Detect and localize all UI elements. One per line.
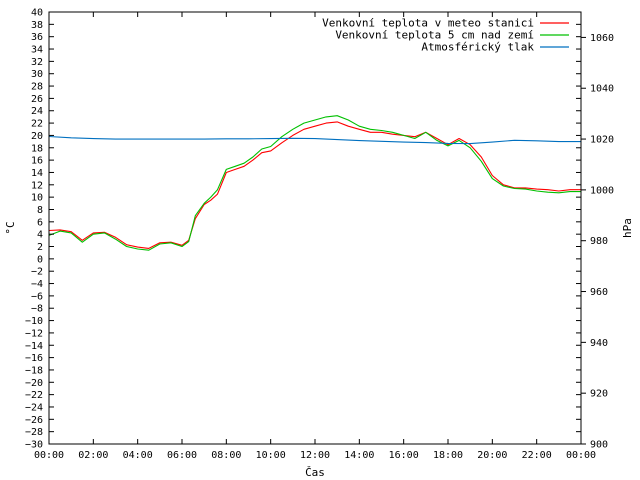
y-left-tick-label: 20 — [31, 131, 43, 142]
y-left-tick-label: 10 — [31, 193, 43, 204]
y-right-tick-label: 1020 — [590, 135, 614, 146]
y-left-tick-label: 6 — [37, 217, 43, 228]
ticks-layer: 4038363432302826242220181614121086420−2−… — [25, 8, 614, 462]
x-tick-label: 12:00 — [300, 450, 330, 461]
y-right-tick-label: 1060 — [590, 33, 614, 44]
y-left-tick-label: 16 — [31, 156, 43, 167]
legend: Venkovní teplota v meteo staniciVenkovní… — [322, 17, 569, 54]
y-left-tick-label: 40 — [31, 8, 43, 19]
y-left-tick-label: −8 — [31, 304, 43, 315]
y-left-tick-label: 4 — [37, 230, 43, 241]
y-right-tick-label: 960 — [590, 287, 608, 298]
series-line-2 — [48, 135, 581, 145]
series-layer — [48, 115, 581, 251]
y-left-tick-label: 28 — [31, 82, 43, 93]
y-axis-left-label: °C — [4, 221, 17, 234]
y-left-tick-label: 14 — [31, 168, 43, 179]
y-right-tick-label: 980 — [590, 236, 608, 247]
y-left-tick-label: −4 — [31, 279, 43, 290]
y-left-tick-label: 26 — [31, 94, 43, 105]
y-left-tick-label: −28 — [25, 427, 43, 438]
y-left-tick-label: −6 — [31, 291, 43, 302]
x-tick-label: 22:00 — [522, 450, 552, 461]
y-left-tick-label: 34 — [31, 45, 43, 56]
legend-label-1: Venkovní teplota 5 cm nad zemí — [335, 29, 534, 42]
y-right-tick-label: 900 — [590, 440, 608, 451]
x-tick-label: 14:00 — [344, 450, 374, 461]
y-right-tick-label: 920 — [590, 389, 608, 400]
y-left-tick-label: 2 — [37, 242, 43, 253]
series-line-0 — [48, 121, 581, 249]
x-axis-label: Čas — [305, 466, 325, 479]
x-tick-label: 10:00 — [256, 450, 286, 461]
x-tick-label: 00:00 — [34, 450, 64, 461]
y-left-tick-label: −30 — [25, 440, 43, 451]
series-line-1 — [48, 115, 581, 251]
y-left-tick-label: −18 — [25, 365, 43, 376]
y-right-tick-label: 940 — [590, 338, 608, 349]
y-left-tick-label: 32 — [31, 57, 43, 68]
y-left-tick-label: 18 — [31, 143, 43, 154]
y-left-tick-label: −26 — [25, 415, 43, 426]
x-tick-label: 02:00 — [78, 450, 108, 461]
y-axis-right-label: hPa — [621, 218, 634, 238]
y-left-tick-label: −14 — [25, 341, 43, 352]
y-right-tick-label: 1040 — [590, 84, 614, 95]
y-left-tick-label: −22 — [25, 390, 43, 401]
y-left-tick-label: −16 — [25, 353, 43, 364]
y-right-tick-label: 1000 — [590, 185, 614, 196]
x-tick-label: 16:00 — [389, 450, 419, 461]
y-left-tick-label: −20 — [25, 378, 43, 389]
y-left-tick-label: 22 — [31, 119, 43, 130]
x-tick-label: 04:00 — [123, 450, 153, 461]
y-left-tick-label: 12 — [31, 180, 43, 191]
x-tick-label: 06:00 — [167, 450, 197, 461]
y-left-tick-label: 0 — [37, 254, 43, 265]
y-left-tick-label: 30 — [31, 69, 43, 80]
x-tick-label: 20:00 — [477, 450, 507, 461]
y-left-tick-label: 8 — [37, 205, 43, 216]
y-left-tick-label: 24 — [31, 106, 43, 117]
y-left-tick-label: −12 — [25, 328, 43, 339]
x-tick-label: 18:00 — [433, 450, 463, 461]
x-tick-label: 00:00 — [566, 450, 596, 461]
y-left-tick-label: −10 — [25, 316, 43, 327]
y-left-tick-label: 36 — [31, 32, 43, 43]
y-left-tick-label: 38 — [31, 20, 43, 31]
legend-label-2: Atmosférický tlak — [421, 41, 534, 54]
y-left-tick-label: −2 — [31, 267, 43, 278]
x-tick-label: 08:00 — [211, 450, 241, 461]
y-left-tick-label: −24 — [25, 402, 43, 413]
legend-label-0: Venkovní teplota v meteo stanici — [322, 17, 534, 30]
